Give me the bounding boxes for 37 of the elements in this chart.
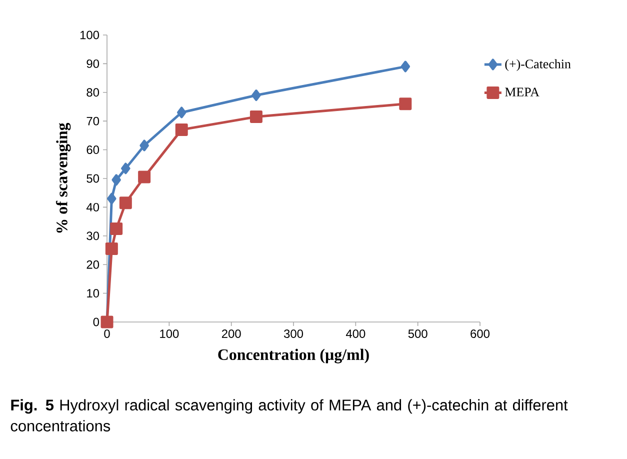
point bbox=[140, 140, 149, 152]
point bbox=[400, 60, 410, 72]
x-tick-label: 100 bbox=[160, 330, 179, 338]
y-axis-title: % of scavenging bbox=[56, 122, 71, 233]
y-tick-label: 100 bbox=[80, 30, 100, 40]
point bbox=[112, 174, 121, 186]
y-tick-label: 90 bbox=[86, 59, 100, 68]
y-tick-label: 60 bbox=[86, 146, 100, 154]
x-tick-label: 200 bbox=[222, 330, 241, 338]
point bbox=[138, 170, 151, 184]
y-tick-label: 50 bbox=[86, 174, 100, 183]
x-tick-label: 600 bbox=[470, 330, 490, 338]
x-tick-label: 400 bbox=[346, 330, 366, 338]
point bbox=[121, 162, 130, 174]
point bbox=[105, 242, 118, 256]
point bbox=[107, 192, 116, 204]
y-tick-label: 70 bbox=[86, 116, 100, 126]
point bbox=[252, 90, 261, 101]
point bbox=[250, 110, 262, 124]
y-tick-label: 30 bbox=[86, 232, 100, 240]
point bbox=[175, 123, 188, 136]
text: Fig. 5 Hydroxyl radical scavenging activity of MEPA and (+)-catechin at different concentrations bbox=[10, 399, 568, 432]
x-tick-label: 500 bbox=[408, 330, 428, 338]
point bbox=[399, 98, 412, 110]
point bbox=[119, 196, 132, 210]
legend-label: MEPA bbox=[505, 88, 540, 96]
y-tick-label: 40 bbox=[86, 202, 100, 212]
point bbox=[110, 222, 123, 235]
point bbox=[176, 106, 186, 118]
legend-label: (+)-Catechin bbox=[505, 59, 571, 71]
x-tick-label: 0 bbox=[104, 330, 110, 338]
y-tick-label: 80 bbox=[86, 88, 100, 97]
y-tick-label: 10 bbox=[87, 289, 100, 298]
y-tick-label: 20 bbox=[86, 260, 100, 269]
y-tick-label: 0 bbox=[93, 318, 100, 326]
x-tick-label: 300 bbox=[284, 330, 304, 338]
x-axis-title: Concentration (µg/ml) bbox=[218, 348, 369, 364]
